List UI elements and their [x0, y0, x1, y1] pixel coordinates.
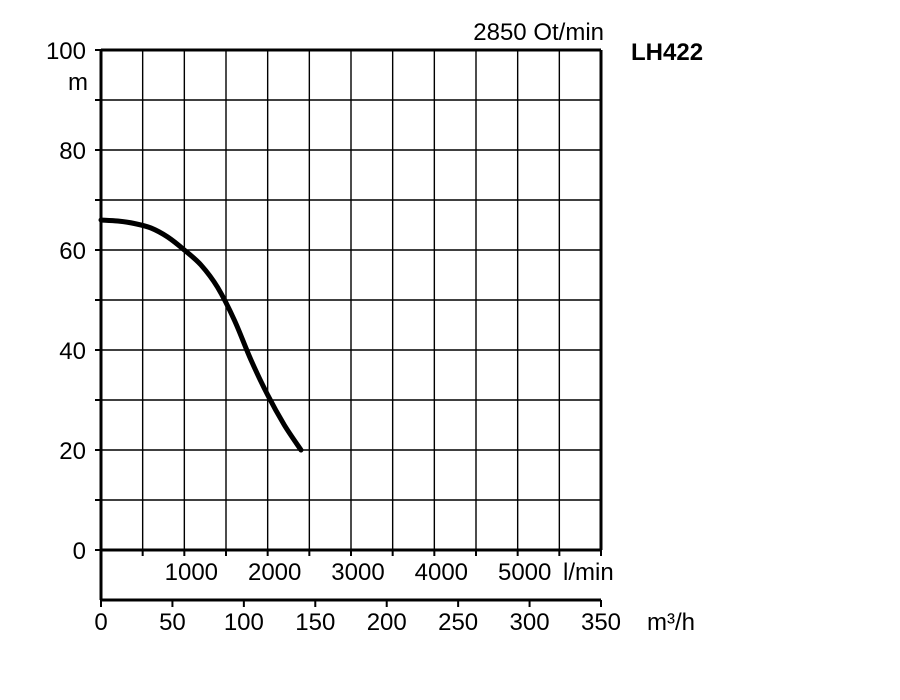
x-tick-label-lmin: 2000	[248, 559, 301, 586]
x-tick-label-lmin: 5000	[498, 559, 551, 586]
x-tick-label-m3h: 200	[367, 609, 407, 636]
x-tick-label-m3h: 250	[438, 609, 478, 636]
x-unit-label-lmin: l/min	[563, 559, 614, 586]
x-tick-label-m3h: 150	[295, 609, 335, 636]
tick-marks	[95, 49, 602, 607]
y-tick-label: 60	[59, 238, 86, 265]
x-tick-label-lmin: 4000	[415, 559, 468, 586]
x-tick-label-lmin: 3000	[331, 559, 384, 586]
x-tick-label-m3h: 350	[581, 609, 621, 636]
x-tick-label-m3h: 0	[94, 609, 107, 636]
y-tick-labels: 0 20 40 60 80 100	[46, 38, 86, 565]
y-tick-label: 40	[59, 338, 86, 365]
chart-title: 2850 Ot/min	[473, 19, 604, 46]
model-label: LH422	[631, 39, 703, 66]
x-tick-label-m3h: 50	[159, 609, 186, 636]
y-tick-label: 0	[73, 538, 86, 565]
y-tick-label: 100	[46, 38, 86, 65]
x-tick-labels: 1000 2000 3000 4000 5000 0 50 100 150 200 250 300 35…	[94, 559, 621, 636]
x-tick-label-m3h: 100	[224, 609, 264, 636]
y-tick-label: 20	[59, 438, 86, 465]
y-tick-label: 80	[59, 138, 86, 165]
grid	[101, 50, 601, 550]
x-unit-label-m3h: m³/h	[647, 609, 695, 636]
x-tick-label-m3h: 300	[510, 609, 550, 636]
y-unit-label: m	[68, 69, 88, 96]
x-tick-label-lmin: 1000	[165, 559, 218, 586]
head-flow-curve	[98, 217, 304, 453]
